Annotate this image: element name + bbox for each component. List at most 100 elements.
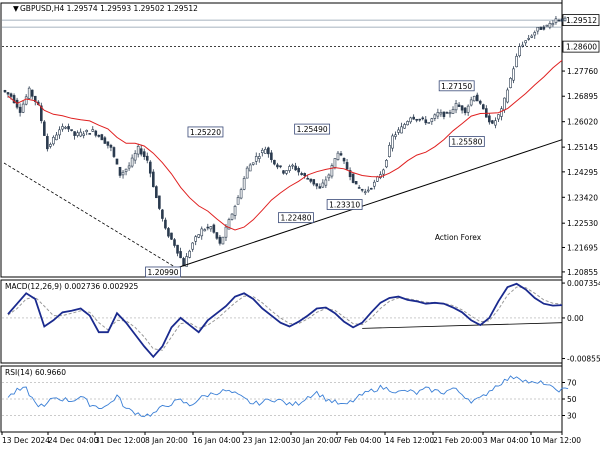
candle-body bbox=[360, 188, 364, 191]
current-price-tag-label: 1.29512 bbox=[566, 16, 597, 25]
candle-body bbox=[391, 135, 394, 149]
candle-body bbox=[30, 89, 34, 97]
candle-body bbox=[230, 213, 234, 220]
candle-body bbox=[103, 137, 107, 144]
candle-body bbox=[82, 133, 85, 136]
level-line-tag-label: 1.28600 bbox=[566, 43, 597, 52]
candle-body bbox=[264, 148, 267, 154]
candle-body bbox=[260, 149, 264, 154]
macd-signal-line bbox=[7, 286, 563, 351]
candle-body bbox=[418, 118, 422, 121]
candle-body bbox=[321, 182, 325, 188]
pivot-label: 1.25220 bbox=[190, 128, 221, 137]
candle-body bbox=[436, 112, 440, 117]
candle-body bbox=[539, 26, 543, 30]
candle-body bbox=[276, 164, 279, 168]
candle-body bbox=[445, 112, 449, 114]
macd-panel-frame bbox=[0, 279, 563, 364]
candle-body bbox=[439, 112, 443, 115]
rsi-axis-label: 30 bbox=[567, 412, 577, 421]
candle-body bbox=[251, 162, 255, 165]
macd-support-line bbox=[362, 322, 563, 329]
candle-body bbox=[394, 134, 397, 137]
candle-body bbox=[433, 114, 437, 119]
candle-body bbox=[376, 176, 379, 182]
x-axis-label: 8 Jan 20:00 bbox=[145, 436, 188, 445]
x-axis-label: 10 Mar 12:00 bbox=[531, 436, 581, 445]
candle-body bbox=[91, 129, 95, 132]
candle-body bbox=[388, 145, 391, 157]
pivot-label-box bbox=[438, 80, 475, 92]
descending-dashed-trendline bbox=[3, 162, 177, 269]
candle-body bbox=[267, 147, 270, 155]
candle-body bbox=[3, 90, 7, 93]
candle-body bbox=[242, 178, 246, 190]
candle-body bbox=[194, 236, 197, 242]
candle-body bbox=[318, 186, 322, 189]
candle-body bbox=[288, 166, 291, 171]
candle-body bbox=[415, 118, 418, 121]
candle-body bbox=[518, 46, 521, 57]
x-axis-label: 23 Jan 12:00 bbox=[243, 436, 291, 445]
candle-body bbox=[130, 157, 134, 167]
price-axis-label: 1.24295 bbox=[567, 168, 598, 177]
candle-body bbox=[339, 153, 343, 156]
candle-body bbox=[115, 158, 119, 165]
pivot-label: 1.25580 bbox=[451, 137, 482, 146]
candle-body bbox=[451, 109, 455, 114]
x-axis-label: 30 Jan 20:00 bbox=[291, 436, 339, 445]
rsi-axis-label: 70 bbox=[567, 379, 577, 388]
candle-body bbox=[348, 170, 352, 178]
price-axis-label: 1.25145 bbox=[567, 143, 598, 152]
candle-body bbox=[333, 158, 337, 168]
pivot-label: 1.23310 bbox=[329, 201, 360, 210]
price-axis-label: 1.27760 bbox=[567, 67, 598, 76]
candle-body bbox=[170, 232, 173, 240]
candle-body bbox=[9, 93, 13, 97]
candle-body bbox=[167, 228, 170, 237]
candle-body bbox=[106, 141, 110, 146]
candle-body bbox=[300, 173, 303, 175]
candle-body bbox=[12, 95, 16, 104]
x-axis-label: 14 Feb 12:00 bbox=[385, 436, 434, 445]
rsi-axis-label: 50 bbox=[567, 395, 577, 404]
price-axis-label: 1.26895 bbox=[567, 92, 598, 101]
candle-body bbox=[33, 95, 37, 102]
pivot-label-box bbox=[145, 266, 181, 278]
candle-body bbox=[354, 181, 358, 185]
candle-body bbox=[188, 250, 191, 258]
candle-body bbox=[70, 129, 73, 131]
candle-body bbox=[363, 191, 367, 194]
price-title: GBPUSD,H4 1.29574 1.29593 1.29502 1.2951… bbox=[20, 4, 198, 13]
candle-body bbox=[312, 179, 316, 185]
candle-body bbox=[161, 209, 164, 219]
candle-body bbox=[218, 236, 222, 244]
candle-body bbox=[200, 228, 204, 237]
candle-body bbox=[463, 107, 467, 114]
candle-body bbox=[215, 232, 219, 239]
candle-body bbox=[282, 170, 285, 174]
candle-body bbox=[524, 40, 527, 44]
candle-body bbox=[366, 189, 370, 192]
candle-body bbox=[76, 132, 79, 136]
candle-body bbox=[179, 251, 182, 259]
candle-body bbox=[424, 119, 428, 124]
candle-body bbox=[279, 165, 282, 168]
candle-body bbox=[182, 258, 185, 267]
candle-body bbox=[512, 68, 515, 81]
price-axis-label: 1.26020 bbox=[567, 118, 598, 127]
candle-body bbox=[79, 131, 82, 137]
pivot-label: 1.27150 bbox=[441, 82, 472, 91]
candle-body bbox=[560, 18, 564, 22]
rsi-line bbox=[7, 375, 569, 418]
macd-axis-label: -0.008558 bbox=[567, 355, 600, 364]
candle-body bbox=[491, 120, 494, 124]
candle-body bbox=[212, 224, 216, 233]
candle-body bbox=[494, 120, 497, 126]
candle-body bbox=[58, 129, 61, 136]
candle-body bbox=[403, 124, 406, 129]
chart-menu-arrow: ▼ bbox=[13, 4, 19, 13]
price-axis-label: 1.23420 bbox=[567, 193, 598, 202]
candle-body bbox=[448, 112, 452, 115]
candle-body bbox=[442, 111, 446, 117]
